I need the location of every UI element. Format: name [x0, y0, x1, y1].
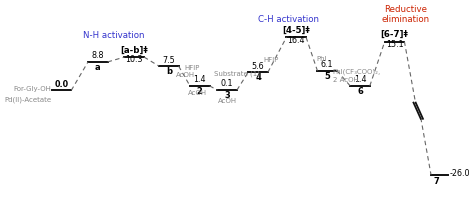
Text: 8.8: 8.8 — [91, 51, 104, 60]
Text: AcOH: AcOH — [218, 98, 237, 104]
Text: a: a — [95, 63, 100, 72]
Text: 6.1: 6.1 — [321, 60, 334, 69]
Text: 7: 7 — [434, 177, 439, 186]
Text: N-H activation: N-H activation — [83, 31, 145, 40]
Text: 1.4: 1.4 — [193, 75, 206, 84]
Text: b: b — [166, 67, 172, 76]
Text: PhI(CF₃COO)₂,
2 AcOH: PhI(CF₃COO)₂, 2 AcOH — [333, 69, 381, 83]
Text: [a-b]‡: [a-b]‡ — [120, 46, 148, 55]
Text: AcOH: AcOH — [176, 72, 195, 78]
Text: 10.3: 10.3 — [126, 55, 143, 64]
Text: PhI: PhI — [316, 56, 327, 62]
Text: 0.0: 0.0 — [55, 80, 68, 89]
Text: HFIP: HFIP — [184, 65, 200, 71]
Text: HFIP: HFIP — [264, 57, 279, 63]
Text: 0.1: 0.1 — [221, 79, 233, 88]
Text: 1.4: 1.4 — [354, 75, 366, 84]
Text: [6-7]‡: [6-7]‡ — [381, 30, 409, 39]
Text: Reductive
elimination: Reductive elimination — [382, 5, 429, 24]
Text: 3: 3 — [224, 91, 230, 100]
Text: C-H activation: C-H activation — [258, 15, 319, 24]
Text: -26.0: -26.0 — [450, 169, 470, 178]
Text: 6: 6 — [357, 87, 363, 96]
Text: AcOH: AcOH — [188, 90, 208, 96]
Text: Pd(II)-Acetate: Pd(II)-Acetate — [4, 96, 52, 103]
Text: 15.1: 15.1 — [386, 40, 403, 49]
Text: 7.5: 7.5 — [163, 56, 175, 65]
Text: [4-5]‡: [4-5]‡ — [283, 26, 310, 35]
Text: Substrate (1): Substrate (1) — [214, 70, 260, 77]
Text: For-Gly-OH: For-Gly-OH — [14, 86, 52, 92]
Text: 5.6: 5.6 — [252, 62, 264, 71]
Text: 5: 5 — [324, 72, 330, 81]
Text: 2: 2 — [197, 87, 203, 96]
Text: 4: 4 — [255, 73, 261, 82]
Text: 16.4: 16.4 — [288, 36, 305, 45]
